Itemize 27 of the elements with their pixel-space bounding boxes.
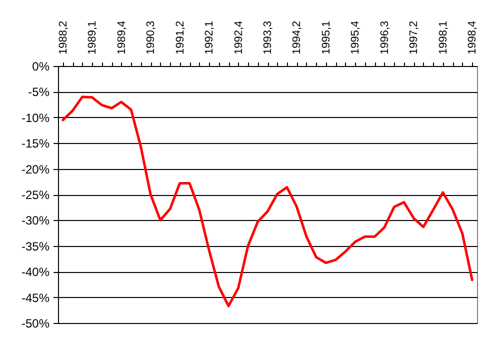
y-tick-label: -45%	[21, 290, 50, 305]
y-tick-label: -50%	[21, 316, 50, 330]
y-tick-label: -15%	[21, 136, 50, 151]
y-tick-label: -10%	[21, 110, 50, 125]
x-tick-label: 1991,2	[174, 20, 186, 54]
x-tick-label: 1996,3	[378, 20, 391, 54]
y-tick-label: -40%	[21, 265, 50, 280]
y-tick-label: 0%	[32, 60, 50, 74]
y-tick-label: -25%	[21, 188, 50, 202]
x-tick-label: 1997,2	[408, 20, 420, 54]
y-tick-label: -5%	[28, 85, 50, 100]
x-tick-label: 1998,1	[437, 20, 450, 54]
line-series	[62, 96, 474, 308]
x-tick-label: 1988,2	[57, 20, 70, 54]
x-tick-label: 1998,4	[466, 20, 479, 54]
x-tick-label: 1995,1	[320, 20, 332, 54]
y-tick-label: -30%	[21, 214, 50, 228]
y-tick-label: -35%	[21, 239, 50, 254]
x-tick-label: 1992,1	[204, 20, 216, 54]
x-tick-label: 1990,3	[145, 20, 158, 54]
x-tick-label: 1994,2	[291, 20, 304, 54]
y-tick-label: -20%	[21, 162, 50, 176]
x-tick-label: 1989,4	[116, 20, 128, 54]
x-tick-label: 1995,4	[350, 20, 362, 54]
x-tick-label: 1989,1	[86, 20, 99, 54]
x-tick-label: 1992,4	[232, 20, 245, 54]
x-tick-label: 1993,3	[262, 20, 274, 54]
